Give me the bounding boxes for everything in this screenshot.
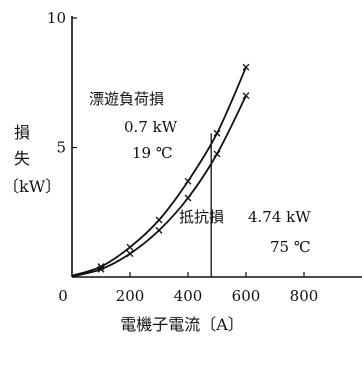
annotation-res-value: 4.74 kW	[248, 208, 311, 226]
axes	[71, 16, 362, 278]
point-stroke	[213, 129, 221, 137]
x-tick-label: 800	[290, 287, 319, 305]
series-1-point	[155, 216, 163, 224]
series-2-point	[97, 265, 105, 273]
x-tick-label: 0	[58, 287, 68, 305]
ylabel-char-2: 失	[14, 149, 30, 168]
series-1-point	[213, 129, 221, 137]
series-1-point	[126, 243, 134, 251]
point-stroke	[97, 263, 105, 271]
ylabel-char-1: 損	[14, 123, 30, 142]
point-stroke	[126, 250, 134, 258]
point-stroke	[213, 150, 221, 158]
series-1-point	[242, 63, 250, 71]
series-2-point	[184, 194, 192, 202]
series-2-point	[242, 92, 250, 100]
x-tick-label: 600	[232, 287, 261, 305]
series-2-point	[213, 150, 221, 158]
point-stroke	[155, 226, 163, 234]
x-tick-label: 400	[174, 287, 203, 305]
point-stroke	[184, 194, 192, 202]
annotation-res-temp: 75 ℃	[270, 238, 311, 256]
point-stroke	[155, 216, 163, 224]
ylabel-unit: 〔kW〕	[3, 177, 61, 196]
series-1-point	[184, 177, 192, 185]
point-stroke	[126, 243, 134, 251]
series-2-point	[155, 226, 163, 234]
y-tick-label: 10	[47, 9, 66, 27]
y-tick-label: 5	[56, 139, 66, 157]
point-stroke	[242, 63, 250, 71]
x-tick-label: 200	[116, 287, 145, 305]
point-stroke	[242, 92, 250, 100]
markers-group	[97, 63, 250, 273]
annotation-res-label: 抵抗損	[179, 208, 224, 226]
annotation-stray-value: 0.7 kW	[124, 118, 178, 136]
tick-labels: 0 200 400 600 800 5 10	[47, 9, 318, 305]
annotation-stray-temp: 19 ℃	[132, 144, 173, 162]
xlabel: 電機子電流〔A〕	[120, 315, 244, 334]
series-2-point	[126, 250, 134, 258]
point-stroke	[184, 177, 192, 185]
point-stroke	[97, 265, 105, 273]
series-1-point	[97, 263, 105, 271]
annotation-stray-label: 漂遊負荷損	[89, 90, 164, 108]
